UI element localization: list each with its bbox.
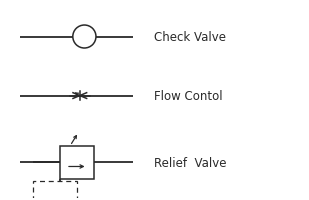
Text: Flow Contol: Flow Contol (154, 90, 223, 103)
FancyBboxPatch shape (60, 146, 94, 179)
Text: Check Valve: Check Valve (154, 31, 226, 44)
Bar (32, 181, 77, 200)
Text: Relief  Valve: Relief Valve (154, 156, 227, 169)
